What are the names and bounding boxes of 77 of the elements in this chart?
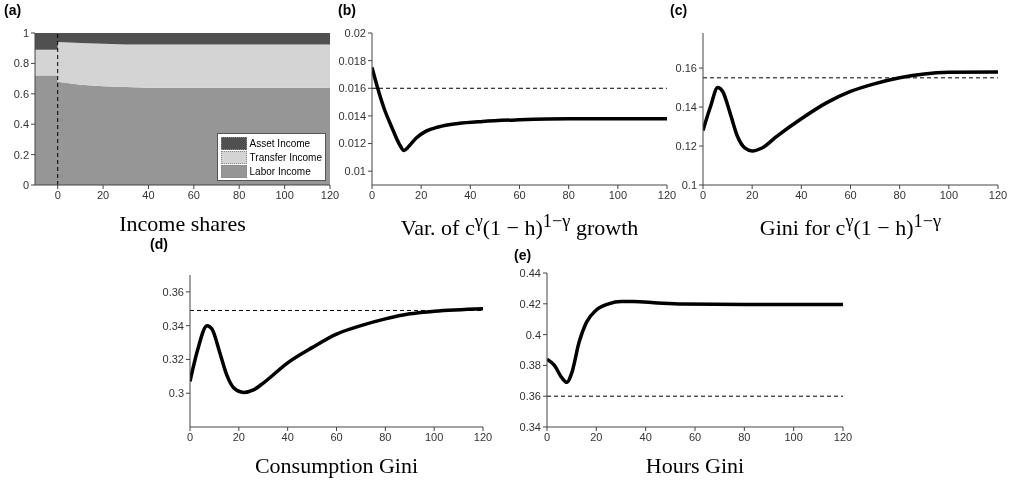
- x-tick-label: 80: [379, 430, 392, 443]
- chart-title: (e): [514, 247, 532, 263]
- x-tick-label: 60: [513, 188, 526, 201]
- y-tick-label: 0: [22, 178, 29, 191]
- line-series: [703, 70, 998, 153]
- x-axis-title: Consumption Gini: [253, 453, 420, 479]
- y-tick-label: 0.3: [168, 387, 184, 400]
- x-tick-label: 60: [844, 188, 857, 201]
- y-tick-label: 0.14: [675, 100, 697, 113]
- x-axis-title: Gini for c$^{γ}$(1 − h)$^{1−γ}$: [758, 211, 943, 242]
- y-tick-label: 0.018: [338, 54, 366, 67]
- x-tick-label: 80: [233, 188, 246, 201]
- y-tick-label: 0.16: [675, 61, 697, 74]
- chart-title: (b): [338, 2, 356, 18]
- y-tick-label: 0.34: [519, 420, 541, 433]
- x-tick-label: 120: [320, 188, 340, 201]
- y-tick-label: 0.02: [344, 26, 366, 39]
- y-tick-label: 0.8: [13, 57, 29, 70]
- legend-label: Transfer Income: [249, 151, 322, 163]
- y-tick-label: 0.32: [162, 353, 184, 366]
- x-tick-label: 60: [688, 430, 702, 443]
- x-tick-label: 20: [415, 188, 428, 201]
- y-tick-label: 0.012: [338, 137, 366, 150]
- y-tick-label: 0.2: [13, 148, 29, 161]
- x-axis-title: Var. of c$^{γ}$(1 − h)$^{1−γ}$ growth: [399, 211, 640, 242]
- x-tick-label: 80: [738, 430, 751, 443]
- x-tick-label: 120: [833, 430, 853, 443]
- y-tick-label: 0.014: [338, 109, 366, 122]
- x-tick-label: 120: [988, 188, 1008, 201]
- x-tick-label: 40: [464, 188, 477, 201]
- x-tick-label: 0: [699, 188, 707, 201]
- line-series: [372, 65, 667, 153]
- y-tick-label: 0.36: [519, 390, 541, 403]
- x-tick-label: 100: [424, 430, 444, 443]
- x-tick-label: 100: [275, 188, 294, 201]
- y-tick-label: 0.01: [344, 165, 366, 178]
- y-tick-label: 0.38: [519, 359, 541, 372]
- x-tick-label: 120: [473, 430, 493, 443]
- x-tick-label: 20: [232, 430, 245, 443]
- x-tick-label: 100: [784, 430, 803, 443]
- x-tick-label: 0: [186, 430, 194, 443]
- line-series: [547, 299, 843, 385]
- x-axis-title: Hours Gini: [644, 453, 746, 479]
- x-tick-label: 80: [893, 188, 906, 201]
- legend-label: Labor Income: [249, 165, 311, 177]
- x-tick-label: 20: [590, 430, 603, 443]
- x-tick-label: 40: [142, 188, 155, 201]
- y-tick-label: 0.016: [338, 82, 366, 95]
- legend-label: Asset Income: [249, 137, 311, 149]
- x-tick-label: 60: [187, 188, 200, 201]
- x-tick-label: 40: [639, 430, 652, 443]
- x-tick-label: 0: [368, 188, 376, 201]
- x-tick-label: 100: [608, 188, 628, 201]
- x-tick-label: 0: [543, 430, 551, 443]
- y-tick-label: 0.6: [13, 87, 29, 100]
- y-tick-label: 1: [22, 26, 29, 39]
- x-axis-title: Income shares: [118, 211, 247, 237]
- y-tick-label: 0.4: [13, 118, 29, 131]
- x-tick-label: 20: [96, 188, 110, 201]
- y-tick-label: 0.44: [519, 266, 541, 279]
- chart-title: (c): [670, 2, 688, 18]
- y-tick-label: 0.12: [675, 139, 697, 152]
- x-tick-label: 100: [939, 188, 959, 201]
- x-tick-label: 60: [330, 430, 343, 443]
- x-tick-label: 80: [562, 188, 575, 201]
- chart-title: (a): [4, 2, 22, 18]
- y-tick-label: 0.42: [519, 297, 541, 310]
- chart-title: (d): [150, 236, 168, 252]
- y-tick-label: 0.4: [525, 328, 541, 341]
- y-tick-label: 0.34: [162, 319, 184, 332]
- x-tick-label: 0: [54, 188, 61, 201]
- y-tick-label: 0.1: [681, 178, 697, 191]
- x-tick-label: 40: [795, 188, 808, 201]
- x-tick-label: 40: [281, 430, 294, 443]
- y-tick-label: 0.36: [162, 285, 184, 298]
- x-tick-label: 120: [657, 188, 677, 201]
- x-tick-label: 20: [746, 188, 759, 201]
